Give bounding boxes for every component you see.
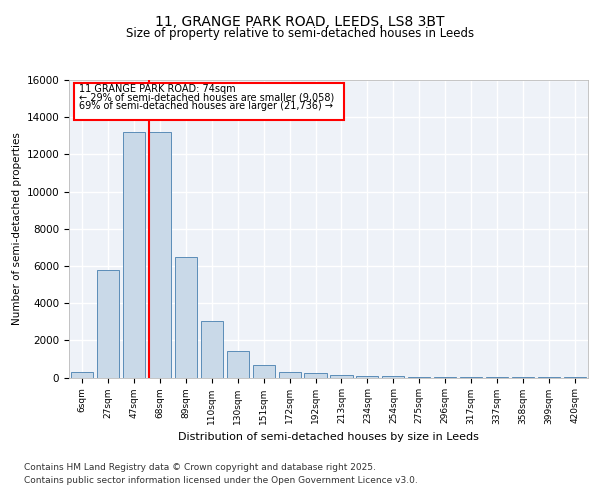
Text: Contains public sector information licensed under the Open Government Licence v3: Contains public sector information licen…	[24, 476, 418, 485]
Bar	[278, 372, 301, 378]
Text: 11, GRANGE PARK ROAD, LEEDS, LS8 3BT: 11, GRANGE PARK ROAD, LEEDS, LS8 3BT	[155, 16, 445, 30]
Bar	[200, 321, 223, 378]
Text: ← 29% of semi-detached houses are smaller (9,058): ← 29% of semi-detached houses are smalle…	[79, 93, 335, 103]
Text: 69% of semi-detached houses are larger (21,736) →: 69% of semi-detached houses are larger (…	[79, 101, 334, 111]
Bar	[382, 376, 404, 378]
Text: 11 GRANGE PARK ROAD: 74sqm: 11 GRANGE PARK ROAD: 74sqm	[79, 84, 236, 94]
Bar	[253, 366, 275, 378]
Bar	[304, 373, 326, 378]
Bar	[123, 132, 145, 378]
Text: Size of property relative to semi-detached houses in Leeds: Size of property relative to semi-detach…	[126, 28, 474, 40]
Bar	[331, 374, 353, 378]
Bar	[97, 270, 119, 378]
Bar	[434, 377, 457, 378]
Bar	[356, 376, 379, 378]
Text: Contains HM Land Registry data © Crown copyright and database right 2025.: Contains HM Land Registry data © Crown c…	[24, 464, 376, 472]
Y-axis label: Number of semi-detached properties: Number of semi-detached properties	[13, 132, 22, 325]
Bar	[149, 132, 171, 378]
FancyBboxPatch shape	[74, 83, 344, 120]
Bar	[71, 372, 93, 378]
X-axis label: Distribution of semi-detached houses by size in Leeds: Distribution of semi-detached houses by …	[178, 432, 479, 442]
Bar	[227, 350, 249, 378]
Bar	[175, 256, 197, 378]
Bar	[408, 376, 430, 378]
